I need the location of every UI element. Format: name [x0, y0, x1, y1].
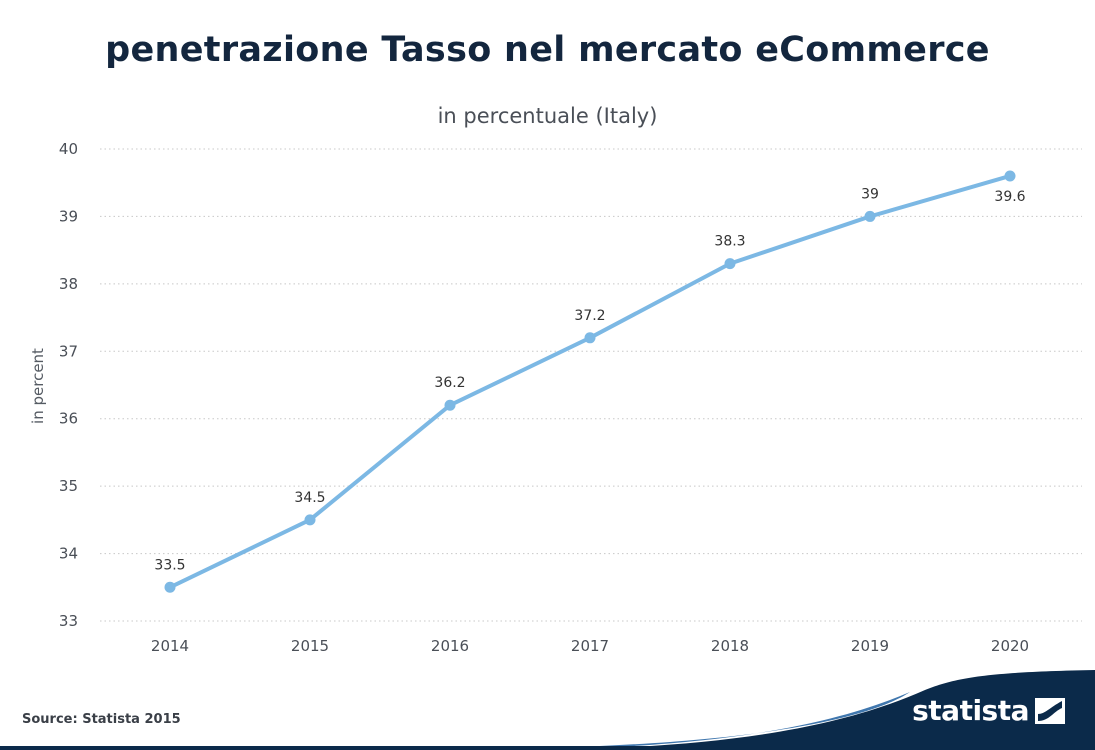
data-label: 38.3: [714, 234, 745, 250]
x-tick-label: 2018: [711, 637, 749, 655]
x-axis-ticks: 2014 2015 2016 2017 2018 2019 2020: [151, 637, 1029, 655]
y-tick-label: 38: [59, 275, 78, 293]
chart-subtitle: in percentuale (Italy): [437, 104, 658, 128]
data-point[interactable]: [1004, 170, 1016, 182]
data-label: 36.2: [434, 375, 465, 391]
data-label: 33.5: [154, 557, 185, 573]
x-tick-label: 2020: [991, 637, 1029, 655]
y-tick-label: 36: [59, 410, 78, 428]
x-tick-label: 2017: [571, 637, 609, 655]
chart-title: penetrazione Tasso nel mercato eCommerce: [105, 30, 990, 70]
x-tick-label: 2016: [431, 637, 469, 655]
y-tick-label: 39: [59, 207, 78, 225]
x-tick-label: 2014: [151, 637, 189, 655]
data-point[interactable]: [304, 514, 316, 526]
y-tick-label: 35: [59, 477, 78, 495]
source-note: Source: Statista 2015: [22, 712, 181, 727]
footer-bar: [0, 746, 1095, 750]
series-polyline: [168, 173, 1012, 590]
data-label: 37.2: [574, 308, 605, 324]
data-label: 39: [861, 186, 879, 202]
brand-name: statista: [912, 694, 1029, 727]
data-point[interactable]: [584, 332, 596, 344]
y-tick-label: 37: [59, 342, 78, 360]
y-axis-ticks: 33 34 35 36 37 38 39 40: [59, 140, 78, 630]
y-tick-label: 40: [59, 140, 78, 158]
data-point[interactable]: [444, 399, 456, 411]
data-points: [164, 170, 1016, 593]
data-point[interactable]: [864, 210, 876, 222]
data-point[interactable]: [724, 258, 736, 270]
gridlines: [100, 148, 1082, 622]
data-label: 39.6: [994, 189, 1025, 205]
statista-brand[interactable]: statista: [912, 694, 1065, 727]
statista-logo-icon: [1035, 697, 1065, 724]
data-labels: 33.5 34.5 36.2 37.2 38.3 39 39.6: [154, 186, 1025, 573]
data-label: 34.5: [294, 490, 325, 506]
x-tick-label: 2019: [851, 637, 889, 655]
brand-swoosh: [535, 670, 1095, 750]
x-tick-label: 2015: [291, 637, 329, 655]
series-line: [168, 173, 1012, 590]
data-point[interactable]: [164, 581, 176, 593]
y-tick-label: 33: [59, 612, 78, 630]
y-tick-label: 34: [59, 545, 78, 563]
